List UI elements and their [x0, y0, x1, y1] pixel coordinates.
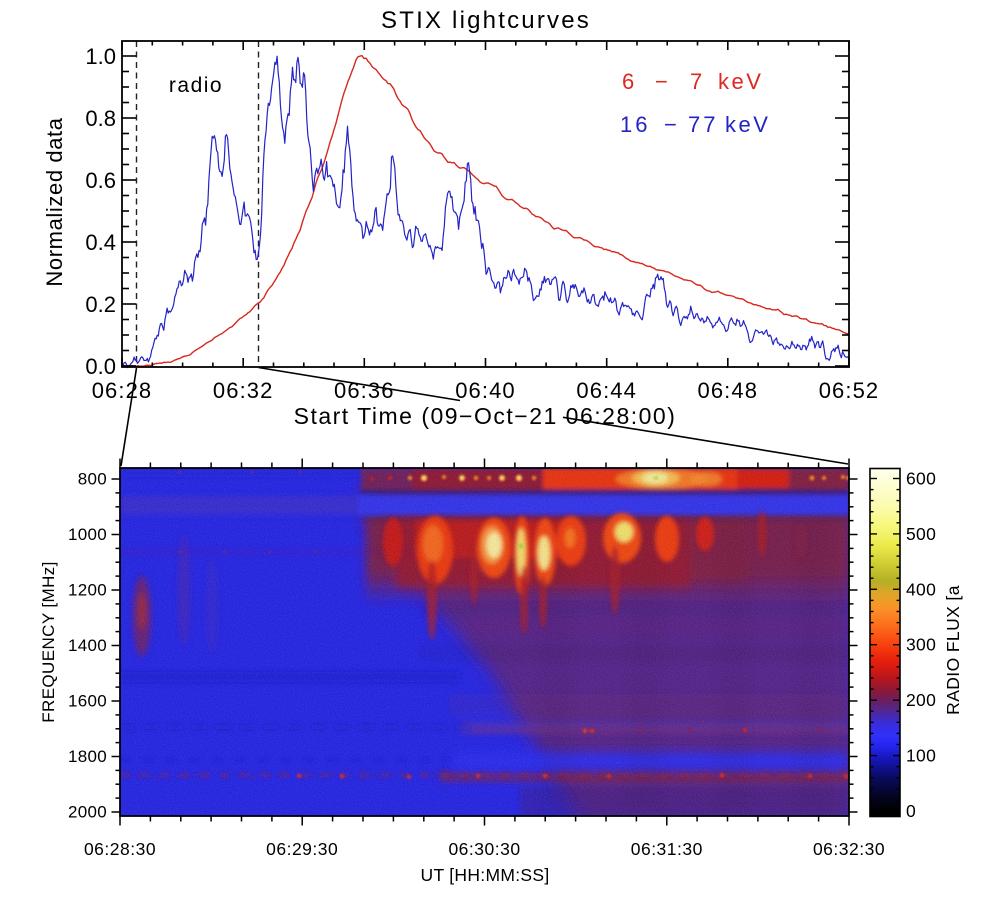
svg-text:06:48: 06:48: [698, 378, 759, 403]
svg-text:1200: 1200: [68, 581, 107, 600]
svg-text:06:30:30: 06:30:30: [448, 839, 520, 859]
svg-text:06:28:30: 06:28:30: [84, 839, 156, 859]
svg-text:800: 800: [78, 470, 107, 489]
svg-text:06:28: 06:28: [92, 378, 153, 403]
svg-text:UT [HH:MM:SS]: UT [HH:MM:SS]: [421, 865, 550, 885]
svg-text:16: 16: [620, 112, 650, 137]
svg-text:200: 200: [906, 690, 936, 710]
svg-text:77: 77: [688, 112, 718, 137]
svg-text:RADIO FLUX [a: RADIO FLUX [a: [943, 585, 963, 715]
svg-text:0.6: 0.6: [85, 168, 116, 193]
svg-text:300: 300: [906, 635, 936, 655]
svg-text:keV: keV: [718, 69, 763, 94]
svg-text:06:32:30: 06:32:30: [813, 839, 885, 859]
svg-text:0.0: 0.0: [85, 354, 116, 379]
svg-text:1.0: 1.0: [85, 44, 116, 69]
svg-text:0.4: 0.4: [85, 230, 116, 255]
svg-text:radio: radio: [169, 74, 223, 97]
svg-text:Normalized data: Normalized data: [42, 117, 67, 286]
svg-text:−: −: [655, 69, 668, 94]
svg-text:500: 500: [906, 524, 936, 544]
svg-text:2000: 2000: [68, 803, 107, 822]
svg-text:100: 100: [906, 746, 936, 766]
svg-text:06:29:30: 06:29:30: [266, 839, 338, 859]
svg-text:0.2: 0.2: [85, 292, 116, 317]
svg-text:1600: 1600: [68, 692, 107, 711]
svg-text:6: 6: [622, 69, 634, 94]
svg-text:06:40: 06:40: [455, 378, 516, 403]
svg-text:keV: keV: [725, 112, 770, 137]
svg-text:Start Time (09−Oct−21 06:28:00: Start Time (09−Oct−21 06:28:00): [294, 403, 677, 429]
svg-text:STIX lightcurves: STIX lightcurves: [381, 7, 591, 34]
svg-text:400: 400: [906, 579, 936, 599]
svg-text:06:44: 06:44: [576, 378, 637, 403]
svg-text:06:31:30: 06:31:30: [631, 839, 703, 859]
svg-text:0: 0: [906, 801, 916, 821]
svg-text:06:32: 06:32: [213, 378, 274, 403]
svg-text:1800: 1800: [68, 747, 107, 766]
svg-text:06:52: 06:52: [819, 378, 880, 403]
svg-text:1400: 1400: [68, 636, 107, 655]
svg-text:−: −: [664, 112, 677, 137]
svg-text:7: 7: [690, 69, 702, 94]
svg-text:600: 600: [906, 469, 936, 489]
svg-text:FREQUENCY [MHz]: FREQUENCY [MHz]: [39, 561, 58, 723]
svg-text:0.8: 0.8: [85, 106, 116, 131]
svg-text:1000: 1000: [68, 525, 107, 544]
